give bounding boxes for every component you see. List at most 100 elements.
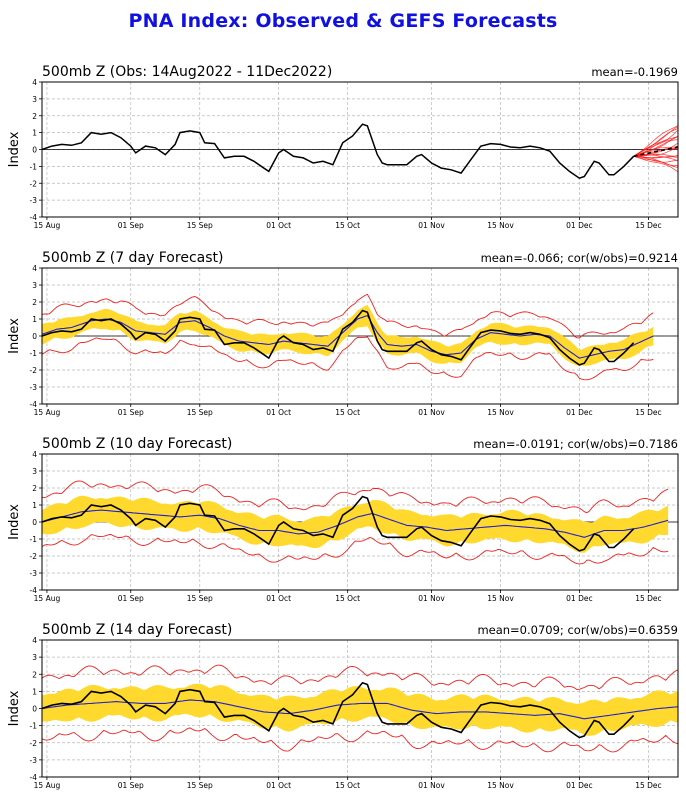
x-tick-label: 15 Nov: [487, 408, 514, 417]
y-tick-label: 4: [32, 78, 37, 87]
y-tick-label: 4: [32, 450, 37, 459]
x-tick-label: 15 Oct: [335, 221, 360, 230]
x-tick-label: 01 Oct: [266, 781, 291, 790]
y-axis-label: Index: [7, 131, 22, 167]
y-tick-label: 2: [32, 484, 37, 493]
x-tick-label: 15 Sep: [187, 594, 213, 603]
y-tick-label: 0: [32, 518, 37, 527]
y-tick-label: 3: [32, 653, 37, 662]
y-tick-label: -1: [30, 349, 38, 358]
x-tick-label: 01 Sep: [118, 408, 144, 417]
y-tick-label: -2: [30, 366, 38, 375]
x-tick-label: 15 Dec: [635, 408, 661, 417]
y-tick-label: -4: [30, 773, 38, 782]
max-forecast-line: [41, 480, 669, 514]
min-forecast-line: [41, 336, 654, 381]
observed-line: [41, 123, 635, 180]
panel-stats: mean=-0.066; cor(w/obs)=0.9214: [481, 251, 678, 265]
x-tick-label: 01 Sep: [118, 781, 144, 790]
panel-title: 500mb Z (7 day Forecast): [42, 250, 223, 266]
observed-line: [41, 495, 635, 552]
y-tick-label: 1: [32, 501, 37, 510]
x-tick-label: 15 Nov: [487, 594, 514, 603]
chart-panel-1: -4 -3 -2 -1 0 1 2 3 4 15 Aug 01 Sep 15 Sep 01 Oct 15 …: [7, 64, 679, 230]
ensemble-mean-line: [633, 146, 679, 158]
x-tick-label: 15 Aug: [34, 408, 61, 417]
x-tick-label: 01 Oct: [266, 221, 291, 230]
max-forecast-line: [41, 664, 679, 690]
x-tick-label: 01 Nov: [418, 781, 445, 790]
ensemble-member-line: [633, 142, 679, 157]
y-axis-label: Index: [7, 504, 22, 540]
observed-line: [41, 681, 635, 739]
y-tick-label: 3: [32, 281, 37, 290]
ensemble-member-line: [633, 155, 679, 162]
y-tick-label: 1: [32, 315, 37, 324]
forecast-mean-line: [41, 509, 669, 538]
spread-band: [42, 683, 678, 736]
panel-title: 500mb Z (14 day Forecast): [42, 622, 232, 638]
x-tick-label: 15 Sep: [187, 221, 213, 230]
y-tick-label: 4: [32, 264, 37, 273]
x-tick-label: 01 Oct: [266, 408, 291, 417]
ensemble-member-line: [633, 125, 679, 157]
panel-stats: mean=-0.0191; cor(w/obs)=0.7186: [473, 437, 678, 451]
y-tick-label: -1: [30, 162, 38, 171]
min-forecast-line: [41, 534, 669, 565]
y-tick-label: 0: [32, 146, 37, 155]
x-tick-label: 15 Sep: [187, 781, 213, 790]
y-tick-label: -3: [30, 569, 38, 578]
x-tick-label: 01 Sep: [118, 221, 144, 230]
y-tick-label: 4: [32, 636, 37, 645]
x-tick-label: 01 Dec: [566, 221, 592, 230]
y-tick-label: 0: [32, 332, 37, 341]
x-tick-label: 15 Dec: [635, 781, 661, 790]
x-tick-label: 15 Dec: [635, 594, 661, 603]
x-tick-label: 15 Dec: [635, 221, 661, 230]
ensemble-member-line: [633, 128, 679, 157]
y-tick-label: 1: [32, 687, 37, 696]
x-tick-label: 15 Oct: [335, 781, 360, 790]
y-tick-label: -2: [30, 179, 38, 188]
chart-panel-2: -4 -3 -2 -1 0 1 2 3 4 15 Aug 01 Sep 15 Sep 01 Oct 15 …: [7, 250, 679, 417]
forecast-mean-line: [41, 314, 654, 359]
y-tick-label: -3: [30, 756, 38, 765]
x-tick-label: 01 Dec: [566, 594, 592, 603]
page-title: PNA Index: Observed & GEFS Forecasts: [128, 10, 558, 32]
y-tick-label: 3: [32, 467, 37, 476]
y-tick-label: -1: [30, 535, 38, 544]
y-tick-label: -2: [30, 739, 38, 748]
observed-line: [41, 309, 635, 366]
panel-stats: mean=0.0709; cor(w/obs)=0.6359: [477, 623, 678, 637]
max-forecast-line: [41, 293, 654, 339]
panel-title: 500mb Z (Obs: 14Aug2022 - 11Dec2022): [42, 64, 332, 80]
x-tick-label: 01 Nov: [418, 221, 445, 230]
y-tick-label: -4: [30, 213, 38, 222]
y-tick-label: -3: [30, 196, 38, 205]
y-tick-label: 3: [32, 95, 37, 104]
y-axis-label: Index: [7, 690, 22, 726]
y-tick-label: 1: [32, 129, 37, 138]
min-forecast-line: [41, 727, 679, 753]
x-tick-label: 15 Oct: [335, 594, 360, 603]
forecast-mean-line: [41, 699, 679, 720]
x-tick-label: 01 Nov: [418, 594, 445, 603]
x-tick-label: 15 Nov: [487, 781, 514, 790]
y-tick-label: -2: [30, 552, 38, 561]
y-axis-label: Index: [7, 318, 22, 354]
y-tick-label: -4: [30, 586, 38, 595]
x-tick-label: 15 Aug: [34, 221, 61, 230]
y-tick-label: -3: [30, 383, 38, 392]
x-tick-label: 01 Oct: [266, 594, 291, 603]
x-tick-label: 01 Nov: [418, 408, 445, 417]
spread-band: [42, 495, 669, 553]
x-tick-label: 01 Sep: [118, 594, 144, 603]
x-tick-label: 01 Dec: [566, 408, 592, 417]
y-tick-label: 0: [32, 705, 37, 714]
x-tick-label: 15 Oct: [335, 408, 360, 417]
chart-panel-4: -4 -3 -2 -1 0 1 2 3 4 15 Aug 01 Sep 15 Sep 01 Oct 15 …: [7, 622, 679, 790]
panel-stats: mean=-0.1969: [591, 65, 678, 79]
y-tick-label: -4: [30, 400, 38, 409]
x-tick-label: 15 Nov: [487, 221, 514, 230]
